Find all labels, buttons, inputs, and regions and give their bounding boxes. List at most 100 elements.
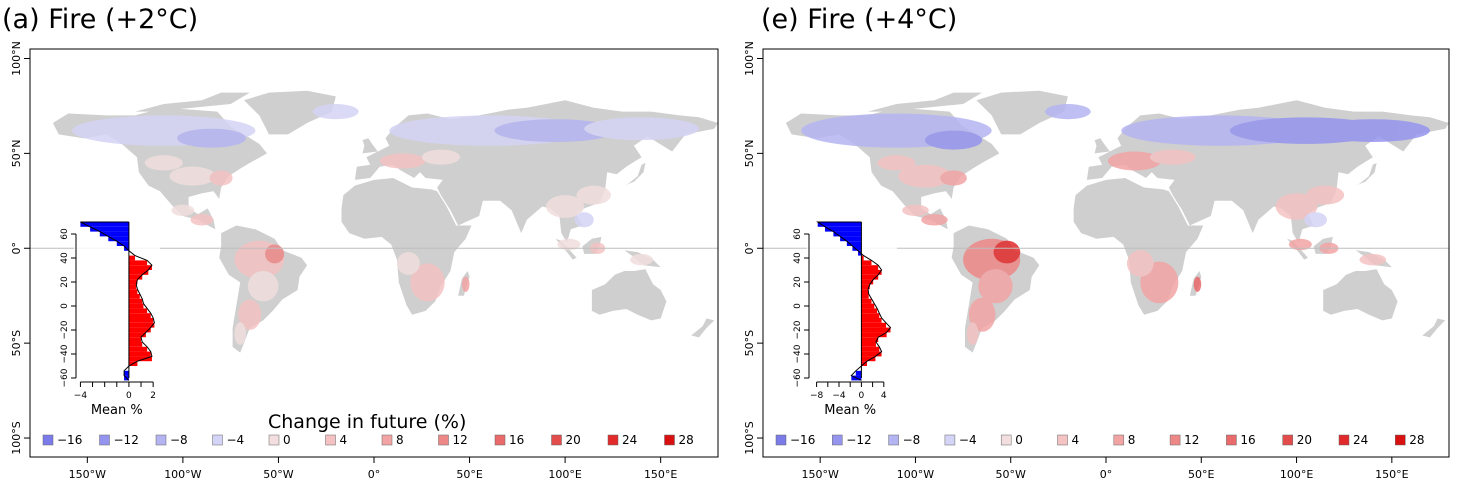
positive-profile-band bbox=[861, 356, 876, 362]
legend-label: −8 bbox=[170, 433, 188, 447]
negative-profile-band bbox=[846, 241, 862, 246]
positive-profile-band bbox=[861, 327, 891, 333]
change-region bbox=[494, 119, 617, 142]
change-region bbox=[177, 128, 246, 148]
lon-tick-label: 150°E bbox=[644, 468, 677, 481]
change-region bbox=[1315, 119, 1430, 142]
negative-profile-band bbox=[817, 222, 862, 227]
positive-profile-band bbox=[861, 289, 869, 294]
change-region bbox=[1306, 185, 1345, 205]
lat-tick-label: 100°S bbox=[10, 421, 23, 454]
lon-tick-label: 100°W bbox=[164, 468, 201, 481]
lat-tick-label: 100°N bbox=[10, 41, 23, 76]
lon-tick-label: 100°W bbox=[897, 468, 934, 481]
change-region bbox=[630, 253, 654, 266]
change-region bbox=[924, 130, 983, 150]
inset-x-label: Mean % bbox=[91, 403, 143, 418]
change-layer bbox=[72, 104, 699, 346]
legend-swatch bbox=[268, 434, 280, 446]
legend-label: 24 bbox=[1353, 433, 1368, 447]
legend-swatch bbox=[888, 434, 899, 446]
positive-profile-band bbox=[861, 284, 870, 290]
inset-x-tick-label: −4 bbox=[74, 391, 88, 401]
positive-profile-band bbox=[861, 318, 882, 323]
legend-label: −8 bbox=[903, 433, 921, 447]
legend-label: 0 bbox=[1015, 433, 1023, 447]
legend-label: −4 bbox=[227, 433, 245, 447]
inset-y-tick-label: 20 bbox=[793, 276, 803, 288]
change-region bbox=[1107, 151, 1162, 171]
positive-profile-band bbox=[861, 342, 876, 347]
positive-profile-band bbox=[128, 284, 137, 290]
panel-title: (a) Fire (+2°C) bbox=[2, 4, 199, 35]
change-region bbox=[1288, 238, 1312, 251]
change-region bbox=[940, 170, 967, 186]
positive-profile-band bbox=[861, 298, 872, 304]
legend-swatch bbox=[212, 434, 223, 446]
inset-y-tick-label: −60 bbox=[60, 368, 70, 387]
positive-profile-band bbox=[861, 346, 880, 352]
negative-profile-band bbox=[825, 226, 862, 232]
lon-tick-label: 150°W bbox=[69, 468, 106, 481]
negative-profile-band bbox=[833, 231, 862, 237]
greenland-landmass bbox=[244, 90, 336, 135]
lat-tick-label: 50°S bbox=[743, 330, 756, 356]
inset-y-tick-label: 20 bbox=[60, 276, 70, 288]
change-region bbox=[877, 155, 916, 171]
positive-profile-band bbox=[128, 318, 154, 323]
change-region bbox=[1045, 104, 1091, 120]
change-region bbox=[898, 164, 952, 188]
inset-x-tick-label: 0 bbox=[859, 391, 865, 401]
new-zealand-landmass bbox=[1422, 318, 1446, 338]
positive-profile-band bbox=[128, 308, 148, 314]
positive-profile-band bbox=[128, 313, 151, 318]
legend-label: 16 bbox=[1240, 433, 1255, 447]
change-region bbox=[234, 322, 246, 346]
lon-tick-label: 0° bbox=[368, 468, 381, 481]
legend-label: −4 bbox=[959, 433, 977, 447]
lon-tick-label: 100°E bbox=[1280, 468, 1313, 481]
legend-label: 28 bbox=[1409, 433, 1424, 447]
legend-label: 12 bbox=[453, 433, 468, 447]
change-region bbox=[247, 271, 279, 302]
change-region bbox=[921, 214, 948, 226]
legend-label: 28 bbox=[679, 433, 694, 447]
inset-y-tick-label: 60 bbox=[60, 228, 70, 240]
positive-profile-band bbox=[861, 279, 874, 285]
lon-tick-label: 100°E bbox=[548, 468, 581, 481]
inset-y-tick-label: 60 bbox=[793, 228, 803, 240]
negative-profile-band bbox=[116, 241, 129, 246]
positive-profile-band bbox=[128, 294, 140, 299]
legend-swatch bbox=[325, 434, 336, 446]
legend-swatch bbox=[832, 434, 843, 446]
legend-label: 0 bbox=[283, 433, 291, 447]
lon-tick-label: 50°E bbox=[1188, 468, 1214, 481]
negative-profile-band bbox=[124, 370, 129, 376]
positive-profile-band bbox=[128, 356, 152, 362]
legend-swatch bbox=[494, 434, 506, 446]
uk-landmass bbox=[1094, 138, 1110, 154]
change-region bbox=[1304, 212, 1328, 228]
positive-profile-band bbox=[128, 327, 151, 333]
fire-4c-panel: (e) Fire (+4°C) 150°W 100°W 50°W 0° 50°E 100°… bbox=[731, 0, 1461, 499]
positive-profile-band bbox=[861, 270, 882, 275]
positive-profile-band bbox=[128, 337, 142, 342]
legend-label: 4 bbox=[340, 433, 348, 447]
positive-profile-band bbox=[128, 255, 135, 261]
lat-tick-label: 50°S bbox=[10, 330, 23, 356]
greenland-landmass bbox=[976, 90, 1068, 135]
negative-profile-band bbox=[855, 370, 862, 376]
positive-profile-band bbox=[128, 298, 143, 304]
legend-label: 16 bbox=[509, 433, 524, 447]
legend-label: −16 bbox=[790, 433, 815, 447]
negative-profile-band bbox=[858, 250, 862, 256]
positive-profile-band bbox=[128, 274, 143, 280]
legend-swatch bbox=[1057, 434, 1068, 446]
inset-y-tick-label: 40 bbox=[793, 252, 803, 264]
positive-profile-band bbox=[861, 265, 879, 270]
positive-profile-band bbox=[128, 322, 155, 328]
legend-label: 8 bbox=[396, 433, 404, 447]
positive-profile-band bbox=[128, 265, 152, 270]
legend-swatch bbox=[42, 434, 54, 446]
